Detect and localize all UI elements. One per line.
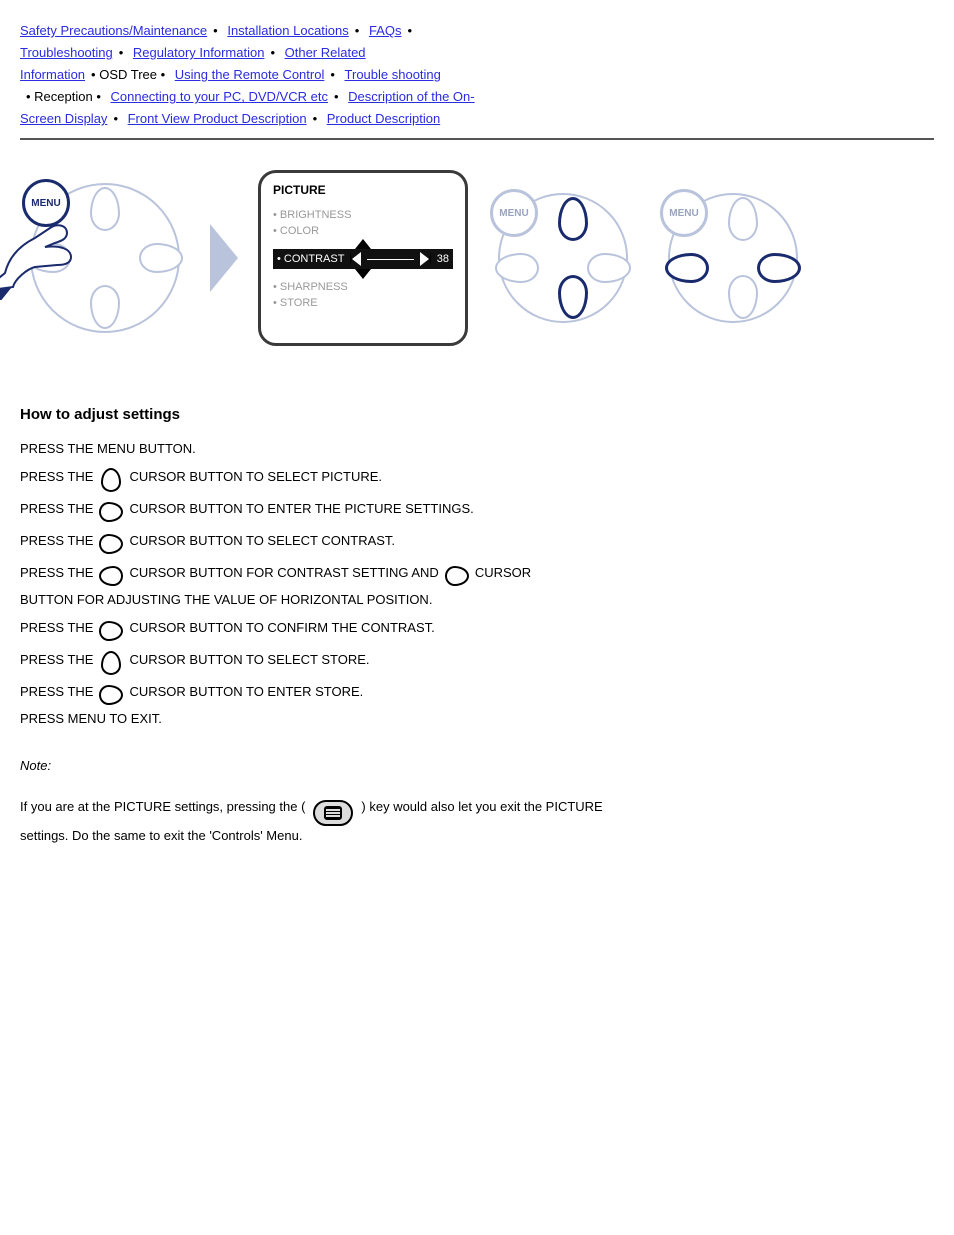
- nav-link[interactable]: Connecting to your PC, DVD/VCR etc: [110, 89, 327, 104]
- instruction-line: PRESS THE MENU BUTTON.: [20, 441, 934, 456]
- nav-link[interactable]: Other Related: [285, 45, 366, 60]
- section-title: How to adjust settings: [20, 406, 934, 423]
- cursor-right-icon: [99, 534, 123, 554]
- osd-item: • STORE: [273, 295, 453, 311]
- instruction-line: PRESS THE CURSOR BUTTON TO SELECT PICTUR…: [20, 464, 934, 488]
- note-label: Note:: [20, 756, 934, 776]
- dial-updown: MENU: [488, 183, 638, 333]
- instruction-line: PRESS THE CURSOR BUTTON TO SELECT STORE.: [20, 647, 934, 671]
- nav-link[interactable]: FAQs: [369, 23, 402, 38]
- instruction-line: PRESS THE CURSOR BUTTON TO CONFIRM THE C…: [20, 615, 934, 639]
- osd-screen: PICTURE • BRIGHTNESS • COLOR • CONTRAST …: [258, 170, 468, 346]
- hand-icon: [0, 183, 115, 303]
- dial-leftright: MENU: [658, 183, 808, 333]
- note-line: settings. Do the same to exit the 'Contr…: [20, 828, 934, 843]
- nav-link[interactable]: Trouble shooting: [345, 67, 441, 82]
- osd-title: PICTURE: [273, 183, 453, 197]
- breadcrumb-block: Safety Precautions/Maintenance• Installa…: [20, 20, 934, 140]
- cursor-right-icon: [99, 502, 123, 522]
- osd-item-selected: • CONTRAST 38: [273, 249, 453, 269]
- nav-link[interactable]: Troubleshooting: [20, 45, 113, 60]
- note-line: If you are at the PICTURE settings, pres…: [20, 794, 934, 820]
- osd-item: • BRIGHTNESS: [273, 207, 453, 223]
- instruction-line: PRESS THE CURSOR BUTTON TO SELECT CONTRA…: [20, 528, 934, 552]
- cursor-right-icon: [99, 685, 123, 705]
- nav-link[interactable]: Safety Precautions/Maintenance: [20, 23, 207, 38]
- arrow-down-icon: [355, 269, 371, 279]
- nav-link[interactable]: Description of the On-: [348, 89, 474, 104]
- nav-link[interactable]: Regulatory Information: [133, 45, 265, 60]
- osd-item: • COLOR: [273, 223, 453, 239]
- nav-link[interactable]: Installation Locations: [227, 23, 348, 38]
- nav-link[interactable]: Front View Product Description: [128, 111, 307, 126]
- instruction-line: PRESS THE CURSOR BUTTON TO ENTER THE PIC…: [20, 496, 934, 520]
- cursor-left-icon: [99, 566, 123, 586]
- arrow-left-icon: [350, 252, 361, 266]
- diagram-row: MENU PICTURE • BRIGHTNESS • COLOR • CONT…: [20, 170, 934, 346]
- nav-link[interactable]: Information: [20, 67, 85, 82]
- cursor-up-icon: [101, 651, 121, 675]
- cursor-right-icon: [99, 621, 123, 641]
- arrow-right-icon: [420, 252, 431, 266]
- teletext-icon: [313, 800, 353, 826]
- nav-link[interactable]: Using the Remote Control: [175, 67, 325, 82]
- instruction-line: PRESS MENU TO EXIT.: [20, 711, 934, 726]
- dial-press-menu: MENU: [20, 173, 190, 343]
- chevron-right-icon: [210, 224, 238, 292]
- instruction-line: PRESS THE CURSOR BUTTON FOR CONTRAST SET…: [20, 560, 934, 584]
- nav-link[interactable]: Screen Display: [20, 111, 107, 126]
- instruction-line: BUTTON FOR ADJUSTING THE VALUE OF HORIZO…: [20, 592, 934, 607]
- arrow-up-icon: [355, 239, 371, 249]
- cursor-right-icon: [445, 566, 469, 586]
- nav-link[interactable]: Product Description: [327, 111, 440, 126]
- cursor-up-icon: [101, 468, 121, 492]
- instruction-line: PRESS THE CURSOR BUTTON TO ENTER STORE.: [20, 679, 934, 703]
- osd-item: • SHARPNESS: [273, 279, 453, 295]
